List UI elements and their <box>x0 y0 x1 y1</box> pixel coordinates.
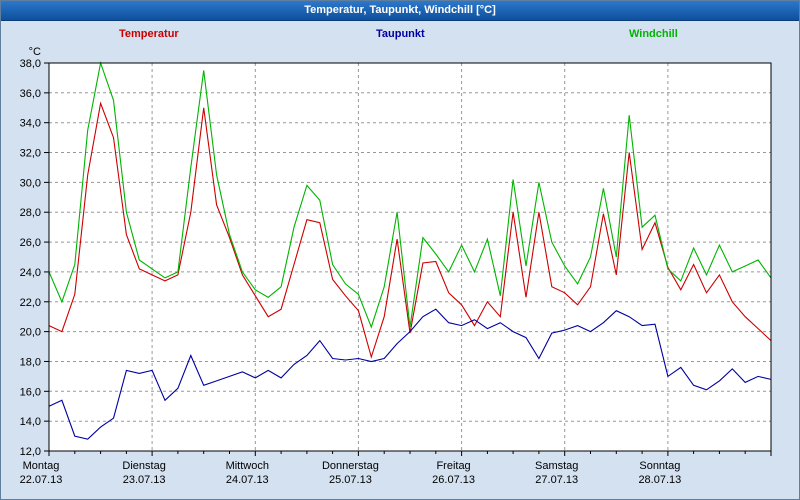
y-tick-label: 26,0 <box>20 237 41 249</box>
x-day-label: Dienstag <box>122 460 165 472</box>
x-date-label: 22.07.13 <box>20 474 63 486</box>
x-day-label: Montag <box>23 460 60 472</box>
y-tick-label: 38,0 <box>20 58 41 70</box>
x-date-label: 23.07.13 <box>123 474 166 486</box>
series-windchill <box>48 60 772 329</box>
y-axis: 38,0 36,0 34,0 32,0 30,0 28,0 26,0 24,0 22,0 20,0… <box>20 58 49 458</box>
x-day-label: Freitag <box>436 460 470 472</box>
y-tick-label: 12,0 <box>20 446 41 458</box>
x-day-label: Donnerstag <box>322 460 379 472</box>
temperature-chart: 38,0 36,0 34,0 32,0 30,0 28,0 26,0 24,0 22,0 20,0… <box>20 46 772 486</box>
legend-item-windchill: Windchill <box>629 28 678 40</box>
x-day-label: Samstag <box>535 460 578 472</box>
series-taupunkt <box>48 308 772 440</box>
y-tick-label: 16,0 <box>20 386 41 398</box>
y-tick-label: 34,0 <box>20 118 41 130</box>
y-tick-label: 32,0 <box>20 148 41 160</box>
x-axis: Montag 22.07.13 Dienstag 23.07.13 Mittwoch 24… <box>20 451 772 486</box>
series-lines <box>48 60 772 440</box>
series-temperatur <box>48 101 772 359</box>
y-tick-label: 18,0 <box>20 356 41 368</box>
gridlines <box>49 63 771 451</box>
y-axis-unit: °C <box>29 46 41 58</box>
legend-item-taupunkt: Taupunkt <box>376 28 425 40</box>
x-date-label: 28.07.13 <box>638 474 681 486</box>
y-tick-label: 28,0 <box>20 207 41 219</box>
y-tick-label: 36,0 <box>20 88 41 100</box>
y-tick-label: 20,0 <box>20 327 41 339</box>
y-tick-label: 22,0 <box>20 297 41 309</box>
x-date-label: 27.07.13 <box>535 474 578 486</box>
x-date-label: 24.07.13 <box>226 474 269 486</box>
title-bar: Temperatur, Taupunkt, Windchill [°C] <box>1 1 799 21</box>
window-title: Temperatur, Taupunkt, Windchill [°C] <box>304 4 496 16</box>
x-date-label: 26.07.13 <box>432 474 475 486</box>
legend-item-temperatur: Temperatur <box>119 28 179 40</box>
y-tick-label: 30,0 <box>20 177 41 189</box>
x-day-label: Mittwoch <box>226 460 269 472</box>
x-date-label: 25.07.13 <box>329 474 372 486</box>
y-tick-label: 14,0 <box>20 416 41 428</box>
y-tick-label: 24,0 <box>20 267 41 279</box>
plot-area <box>49 63 771 451</box>
x-day-label: Sonntag <box>639 460 680 472</box>
